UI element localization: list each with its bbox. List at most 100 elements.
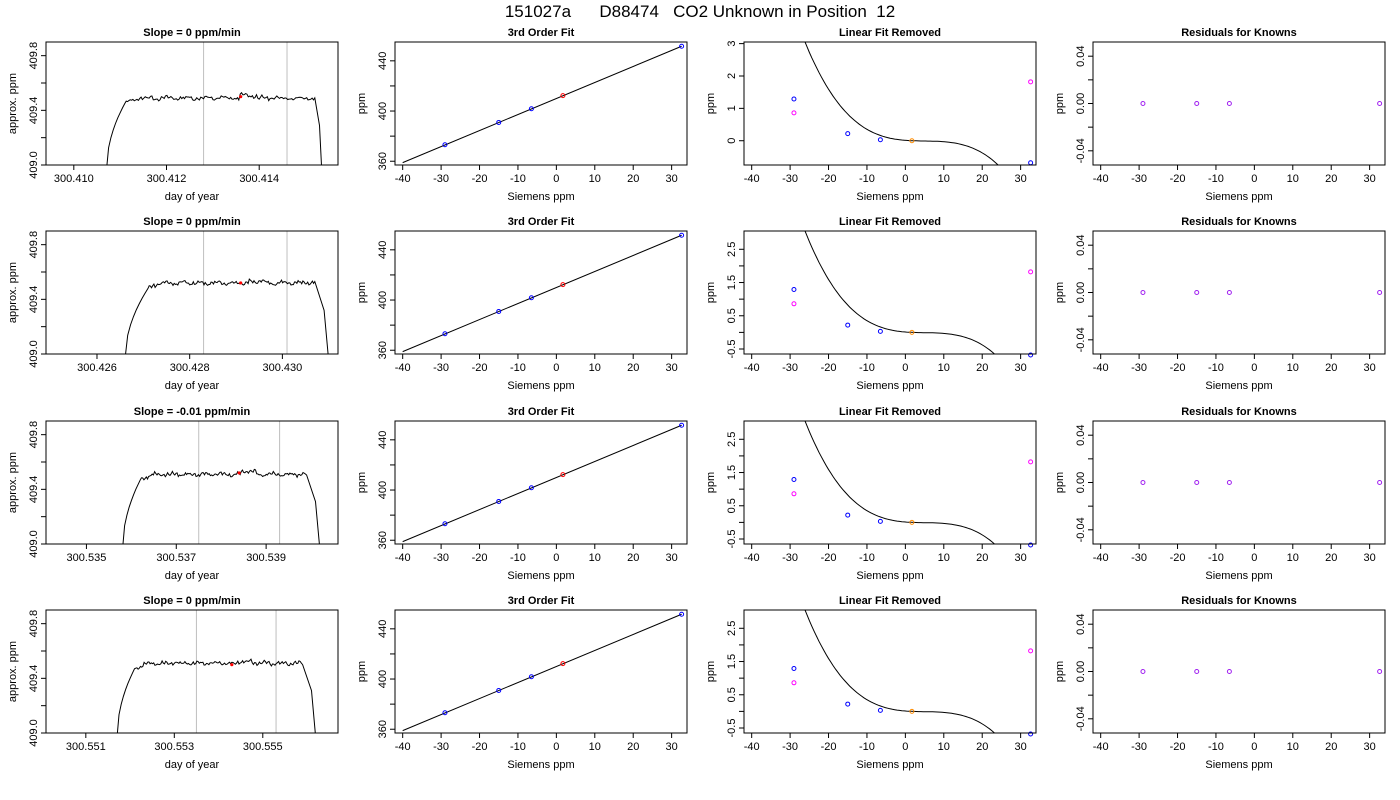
x-tick-label: -30 (782, 173, 798, 185)
x-tick-label: 20 (1325, 552, 1337, 564)
x-axis-label: Siemens ppm (856, 759, 923, 771)
plot-area (125, 231, 329, 354)
chart-title: Linear Fit Removed (839, 595, 941, 607)
raw-known-point (791, 301, 797, 307)
x-tick-label: -10 (859, 552, 875, 564)
chart-title: 3rd Order Fit (508, 406, 575, 418)
known-standard-point (791, 287, 797, 293)
known-standard-point (791, 666, 797, 672)
known-standard-point (679, 232, 685, 238)
known-standard-point (496, 119, 502, 125)
y-tick-label: 360 (377, 341, 389, 359)
raw-known-point (1028, 459, 1034, 465)
page-title: 151027a D88474 CO2 Unknown in Position 1… (504, 2, 896, 21)
x-tick-label: 20 (976, 552, 988, 564)
y-tick-label: 360 (377, 720, 389, 738)
known-standard-point (496, 498, 502, 504)
x-tick-label: 10 (1287, 362, 1299, 374)
x-tick-label: -20 (821, 552, 837, 564)
chart-title: Residuals for Knowns (1181, 216, 1297, 228)
x-tick-label: 30 (1364, 173, 1376, 185)
chart-panel: Residuals for Knowns -40 -30 -20 -10 0 10 20 30 -… (1054, 216, 1386, 392)
x-tick-label: -20 (472, 362, 488, 374)
y-axis-label: ppm (1054, 282, 1066, 303)
fit-line (402, 613, 682, 732)
x-tick-label: 10 (1287, 741, 1299, 753)
known-standard-point (1194, 290, 1200, 295)
x-axis-label: day of year (165, 191, 220, 203)
y-tick-label: 0.5 (726, 308, 738, 323)
x-tick-label: 10 (938, 741, 950, 753)
chart-title: Slope = 0 ppm/min (143, 216, 241, 228)
fit-curve (804, 421, 996, 544)
x-tick-label: 30 (1015, 552, 1027, 564)
x-tick-label: -10 (510, 552, 526, 564)
x-tick-label: -30 (433, 173, 449, 185)
x-tick-label: -30 (782, 552, 798, 564)
y-axis-label: ppm (356, 93, 368, 114)
x-tick-label: 20 (627, 173, 639, 185)
x-tick-label: 30 (666, 362, 678, 374)
x-tick-label: -40 (1093, 173, 1109, 185)
y-tick-label: 400 (377, 670, 389, 688)
x-tick-label: 300.430 (262, 362, 302, 374)
x-tick-label: -30 (433, 741, 449, 753)
known-standard-point (1028, 542, 1034, 548)
x-tick-label: 0 (1251, 362, 1257, 374)
x-tick-label: -40 (744, 741, 760, 753)
chart-title: Linear Fit Removed (839, 406, 941, 418)
known-standard-point (496, 687, 502, 693)
unknown-sample-point (909, 708, 915, 714)
known-standard-point (679, 611, 685, 617)
x-tick-label: 20 (1325, 173, 1337, 185)
x-tick-label: -10 (510, 173, 526, 185)
y-tick-label: 409.4 (28, 476, 40, 504)
x-tick-label: 300.414 (239, 173, 279, 185)
x-tick-label: -10 (1208, 362, 1224, 374)
fit-line (402, 234, 682, 353)
x-axis-label: Siemens ppm (1205, 570, 1272, 582)
x-tick-label: 20 (627, 741, 639, 753)
y-tick-label: 2.5 (726, 432, 738, 447)
y-tick-label: 0.04 (1075, 424, 1087, 445)
known-standard-point (877, 328, 883, 334)
plot-frame (743, 420, 1037, 545)
y-tick-label: 400 (377, 102, 389, 120)
known-standard-point (1194, 480, 1200, 485)
y-tick-label: 440 (377, 52, 389, 70)
x-tick-label: -40 (395, 552, 411, 564)
x-tick-label: 300.428 (170, 362, 210, 374)
x-tick-label: 0 (553, 173, 559, 185)
chart-title: Residuals for Knowns (1181, 595, 1297, 607)
y-axis-label: ppm (705, 282, 717, 303)
x-tick-label: 30 (1364, 741, 1376, 753)
x-axis-label: Siemens ppm (507, 759, 574, 771)
known-standard-point (528, 106, 534, 112)
known-standard-point (845, 512, 851, 518)
chart-panel: Residuals for Knowns -40 -30 -20 -10 0 10 20 30 -… (1054, 27, 1386, 203)
plot-frame (1092, 609, 1386, 734)
x-tick-label: -30 (782, 362, 798, 374)
y-axis-label: ppm (1054, 472, 1066, 493)
chart-title: 3rd Order Fit (508, 216, 575, 228)
x-tick-label: 30 (666, 552, 678, 564)
x-axis-label: Siemens ppm (1205, 191, 1272, 203)
x-axis-label: day of year (165, 380, 220, 392)
known-standard-point (1194, 101, 1200, 106)
plot-area (402, 45, 682, 164)
plot-frame (743, 230, 1037, 355)
x-tick-label: 10 (589, 741, 601, 753)
chart-panel: Slope = 0 ppm/min 300.426 300.428 300.430 40… (7, 216, 339, 392)
plot-area (106, 42, 322, 165)
x-tick-label: -10 (510, 741, 526, 753)
chart-title: Slope = 0 ppm/min (143, 27, 241, 39)
x-tick-label: 30 (1015, 173, 1027, 185)
x-tick-label: 10 (589, 552, 601, 564)
raw-known-point (791, 110, 797, 116)
y-tick-label: 409.8 (28, 231, 40, 259)
plot-frame (45, 41, 339, 166)
y-tick-label: 409.4 (28, 97, 40, 125)
x-tick-label: 30 (1364, 552, 1376, 564)
selected-point-marker (237, 471, 241, 475)
chart-panel: Slope = 0 ppm/min 300.551 300.553 300.555 40… (7, 595, 339, 771)
